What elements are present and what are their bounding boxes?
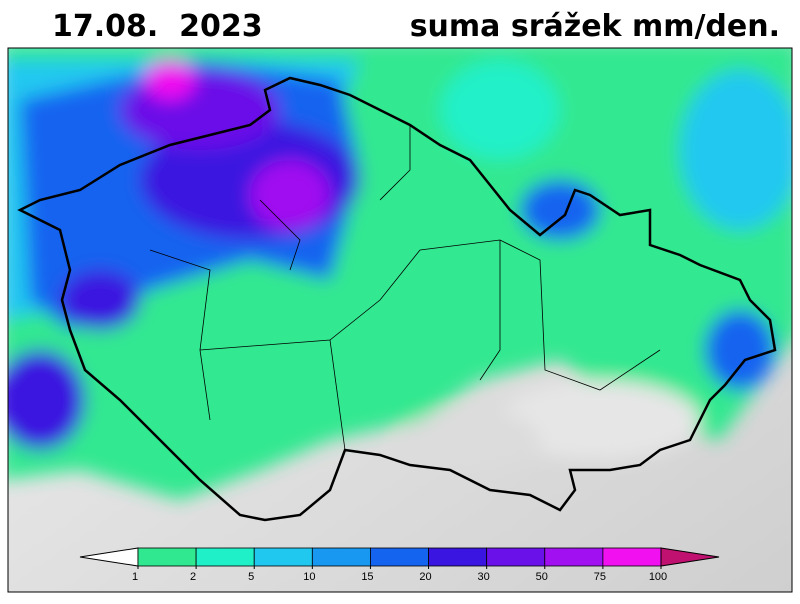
legend-tick-label: 30 xyxy=(478,571,490,583)
legend-segment xyxy=(544,547,604,567)
legend-tick-label: 20 xyxy=(419,571,431,583)
title: suma srážek mm/den. xyxy=(410,9,780,44)
legend-segment xyxy=(370,547,429,567)
precip-map xyxy=(8,48,792,592)
legend-tick-label: 10 xyxy=(303,571,315,583)
legend-segment xyxy=(137,547,197,567)
legend-tick-label: 2 xyxy=(190,571,196,583)
legend-tick-label: 15 xyxy=(361,571,373,583)
country-border xyxy=(17,76,777,522)
region-borders xyxy=(149,125,661,451)
legend-tick-label: 5 xyxy=(248,571,254,583)
date: 17.08. 2023 xyxy=(52,9,263,44)
legend-tick-label: 1 xyxy=(132,571,138,583)
legend-high-arrow xyxy=(660,547,720,567)
legend-segment xyxy=(311,547,371,567)
legend-tick-label: 50 xyxy=(536,571,548,583)
map-frame xyxy=(7,47,793,593)
legend-tick-label: 100 xyxy=(649,571,667,583)
legend-segment xyxy=(428,547,488,567)
legend-tick-label: 75 xyxy=(594,571,606,583)
legend-segment xyxy=(602,547,662,567)
legend-segment xyxy=(486,547,546,567)
legend-segment xyxy=(195,547,255,567)
color-legend: 1 2 5 10 15 20 30 50 75 100 xyxy=(79,547,720,583)
legend-segment xyxy=(253,547,313,567)
